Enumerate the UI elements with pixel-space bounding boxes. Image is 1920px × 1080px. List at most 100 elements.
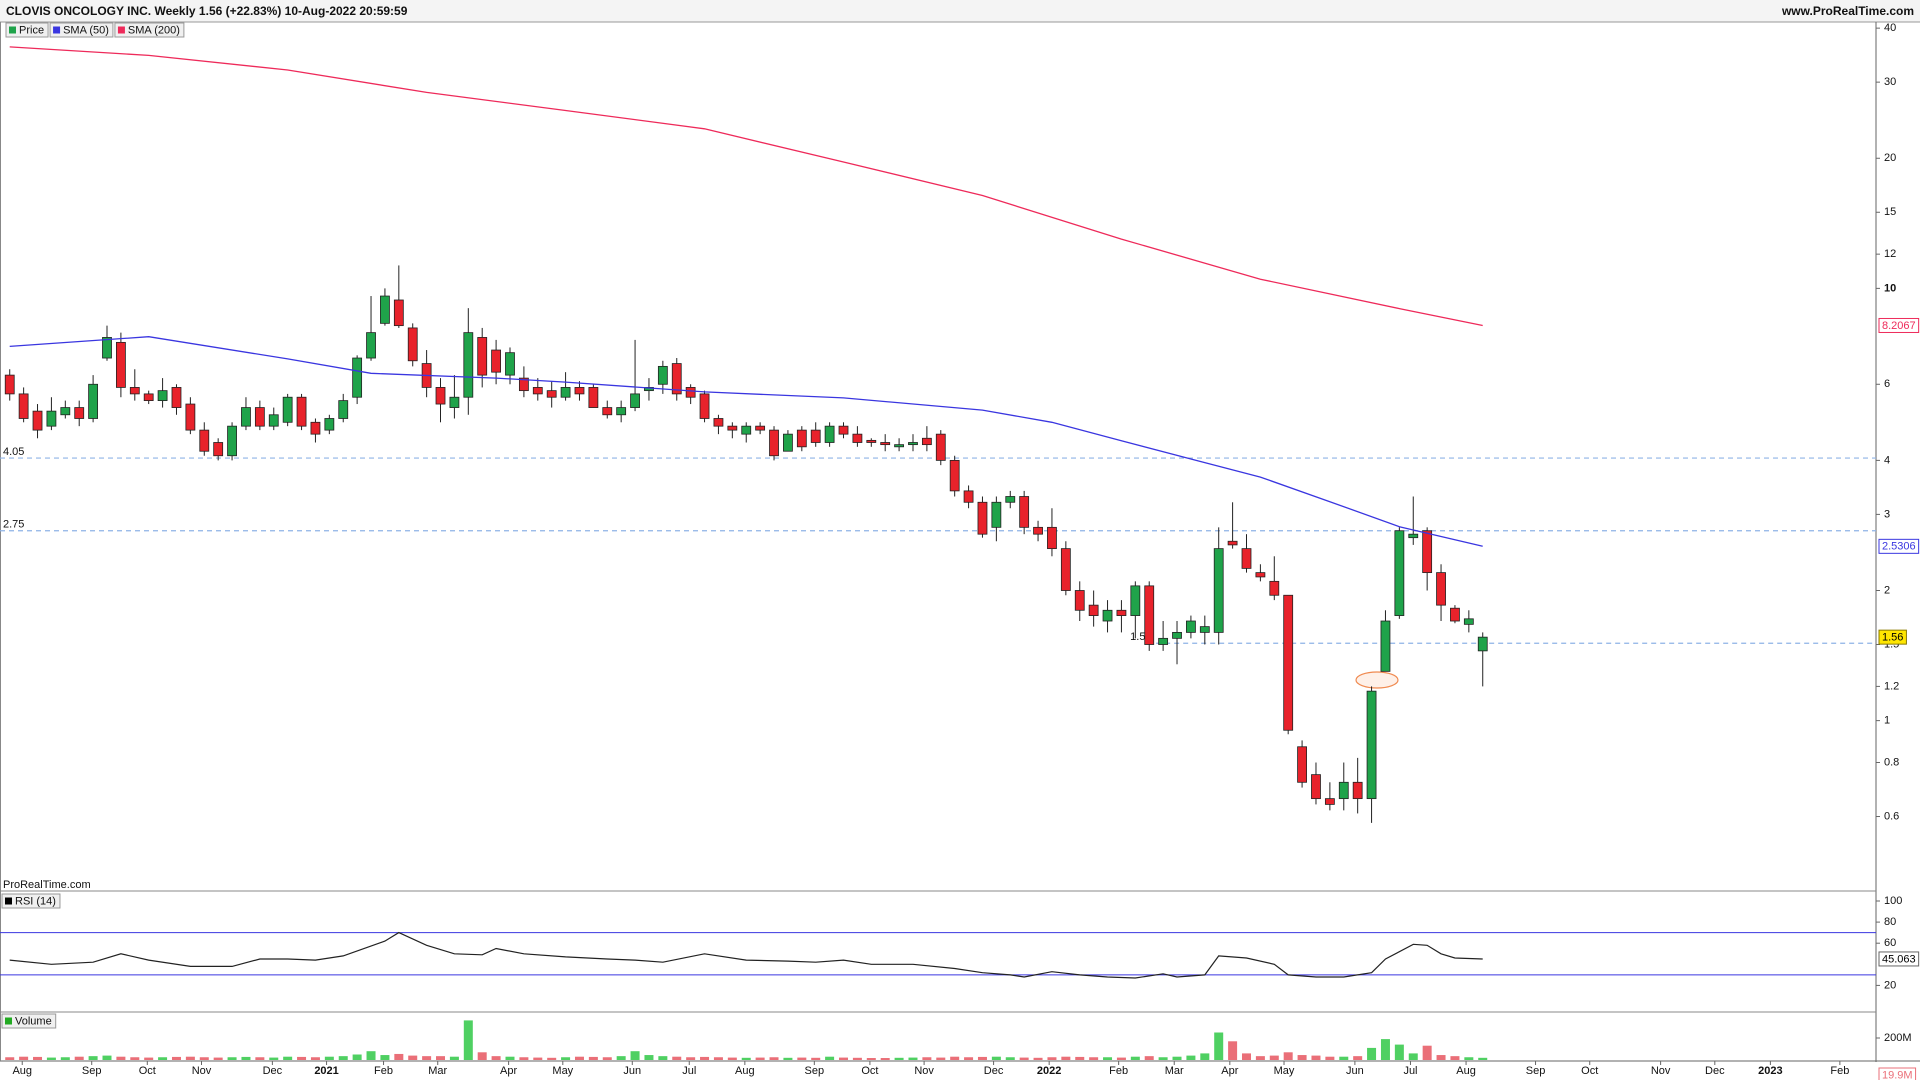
volume-bar bbox=[1283, 1052, 1293, 1060]
rsi-line bbox=[9, 931, 1483, 979]
volume-bar bbox=[616, 1056, 626, 1060]
candle-body bbox=[991, 501, 1002, 528]
volume-bar bbox=[741, 1057, 751, 1060]
volume-bar bbox=[658, 1056, 668, 1060]
volume-bar bbox=[964, 1057, 974, 1060]
volume-bar bbox=[908, 1057, 918, 1060]
legend-box bbox=[1, 893, 61, 909]
ma-value-label-box bbox=[1878, 317, 1920, 333]
candle-body bbox=[46, 410, 57, 427]
volume-bar bbox=[880, 1058, 890, 1060]
level-label: 2.75 bbox=[3, 519, 24, 531]
y-tick-label: 80 bbox=[1884, 916, 1896, 928]
volume-bar bbox=[977, 1056, 987, 1060]
volume-bar bbox=[630, 1051, 640, 1060]
x-tick-label: Dec bbox=[1705, 1065, 1725, 1077]
x-tick-label: Nov bbox=[914, 1065, 934, 1077]
volume-bar bbox=[1353, 1056, 1363, 1060]
volume-bar bbox=[574, 1056, 584, 1060]
legend-swatch bbox=[117, 26, 125, 34]
candle-body bbox=[824, 425, 835, 443]
volume-bar bbox=[130, 1057, 140, 1060]
volume-bar bbox=[436, 1056, 446, 1060]
panel-legend: RSI (14) bbox=[1, 893, 61, 909]
volume-bar bbox=[463, 1020, 473, 1060]
candle-body bbox=[741, 425, 752, 435]
volume-bar bbox=[1116, 1057, 1126, 1060]
candle-body bbox=[241, 407, 251, 427]
x-tick-label: Oct bbox=[139, 1065, 156, 1077]
x-tick-label: Nov bbox=[192, 1065, 212, 1077]
panel-legend: SMA (200) bbox=[114, 22, 185, 38]
volume-bar bbox=[5, 1057, 15, 1060]
x-tick-label: May bbox=[552, 1065, 573, 1077]
candle-body bbox=[1144, 585, 1155, 645]
candle-body bbox=[296, 396, 307, 427]
volume-bar bbox=[1394, 1044, 1404, 1060]
candle-body bbox=[393, 299, 404, 327]
candle-body bbox=[352, 357, 363, 398]
candle-body bbox=[616, 407, 627, 416]
legend-box bbox=[1, 1013, 57, 1029]
level-label: 4.05 bbox=[3, 446, 24, 458]
candle-body bbox=[810, 429, 821, 443]
volume-bar bbox=[1144, 1056, 1154, 1060]
volume-bar bbox=[505, 1056, 515, 1060]
legend-label: SMA (200) bbox=[128, 24, 180, 36]
volume-bar bbox=[449, 1056, 459, 1060]
candle-body bbox=[588, 387, 599, 408]
volume-bar bbox=[241, 1056, 251, 1060]
volume-bar bbox=[922, 1057, 932, 1060]
candle-body bbox=[1005, 496, 1016, 503]
ma-value-label-box bbox=[1878, 538, 1920, 554]
volume-bar bbox=[366, 1051, 376, 1060]
volume-bar bbox=[1214, 1032, 1224, 1060]
volume-bar bbox=[602, 1057, 612, 1060]
volume-bar bbox=[936, 1057, 946, 1060]
candle-body bbox=[407, 327, 418, 362]
candle-body bbox=[880, 442, 891, 446]
candle-body bbox=[505, 352, 515, 376]
volume-bar bbox=[60, 1057, 70, 1060]
candle-body bbox=[4, 374, 15, 395]
volume-bar bbox=[1436, 1055, 1446, 1060]
legend-box bbox=[5, 22, 49, 38]
volume-bar bbox=[1478, 1057, 1488, 1060]
candle-body bbox=[532, 387, 543, 395]
y-tick-label: 1.2 bbox=[1884, 680, 1899, 692]
volume-bar bbox=[269, 1057, 279, 1060]
candle-body bbox=[1241, 548, 1252, 569]
volume-bar bbox=[227, 1057, 237, 1060]
volume-value-label: 19.9M bbox=[1878, 1067, 1917, 1080]
x-tick-label: Feb bbox=[1109, 1065, 1128, 1077]
y-tick-label: 2 bbox=[1884, 584, 1890, 596]
volume-bar bbox=[533, 1057, 543, 1060]
candle-body bbox=[477, 337, 488, 376]
candle-body bbox=[32, 410, 43, 431]
x-tick-label: Sep bbox=[82, 1065, 102, 1077]
x-tick-label: Apr bbox=[500, 1065, 517, 1077]
volume-bar bbox=[561, 1057, 571, 1060]
legend-swatch bbox=[53, 26, 61, 34]
candle-body bbox=[157, 390, 168, 402]
volume-bar bbox=[491, 1056, 501, 1060]
candle-body bbox=[671, 363, 682, 395]
volume-bar bbox=[1422, 1045, 1432, 1060]
candle-body bbox=[1088, 604, 1099, 616]
volume-bar bbox=[255, 1057, 265, 1060]
candle-body bbox=[1352, 781, 1363, 800]
volume-bar bbox=[199, 1057, 209, 1060]
volume-bar bbox=[352, 1054, 362, 1060]
volume-bar bbox=[46, 1057, 56, 1060]
candle-body bbox=[463, 332, 474, 398]
volume-bar bbox=[727, 1057, 737, 1060]
y-tick-label: 4 bbox=[1884, 454, 1890, 466]
candle-body bbox=[602, 407, 613, 416]
volume-bar bbox=[894, 1057, 904, 1060]
candle-body bbox=[1269, 580, 1280, 596]
volume-bar bbox=[1464, 1057, 1474, 1060]
volume-bar bbox=[394, 1053, 404, 1060]
candle-body bbox=[1255, 572, 1266, 578]
legend-swatch bbox=[5, 897, 12, 905]
site-link[interactable]: www.ProRealTime.com bbox=[1781, 4, 1914, 18]
